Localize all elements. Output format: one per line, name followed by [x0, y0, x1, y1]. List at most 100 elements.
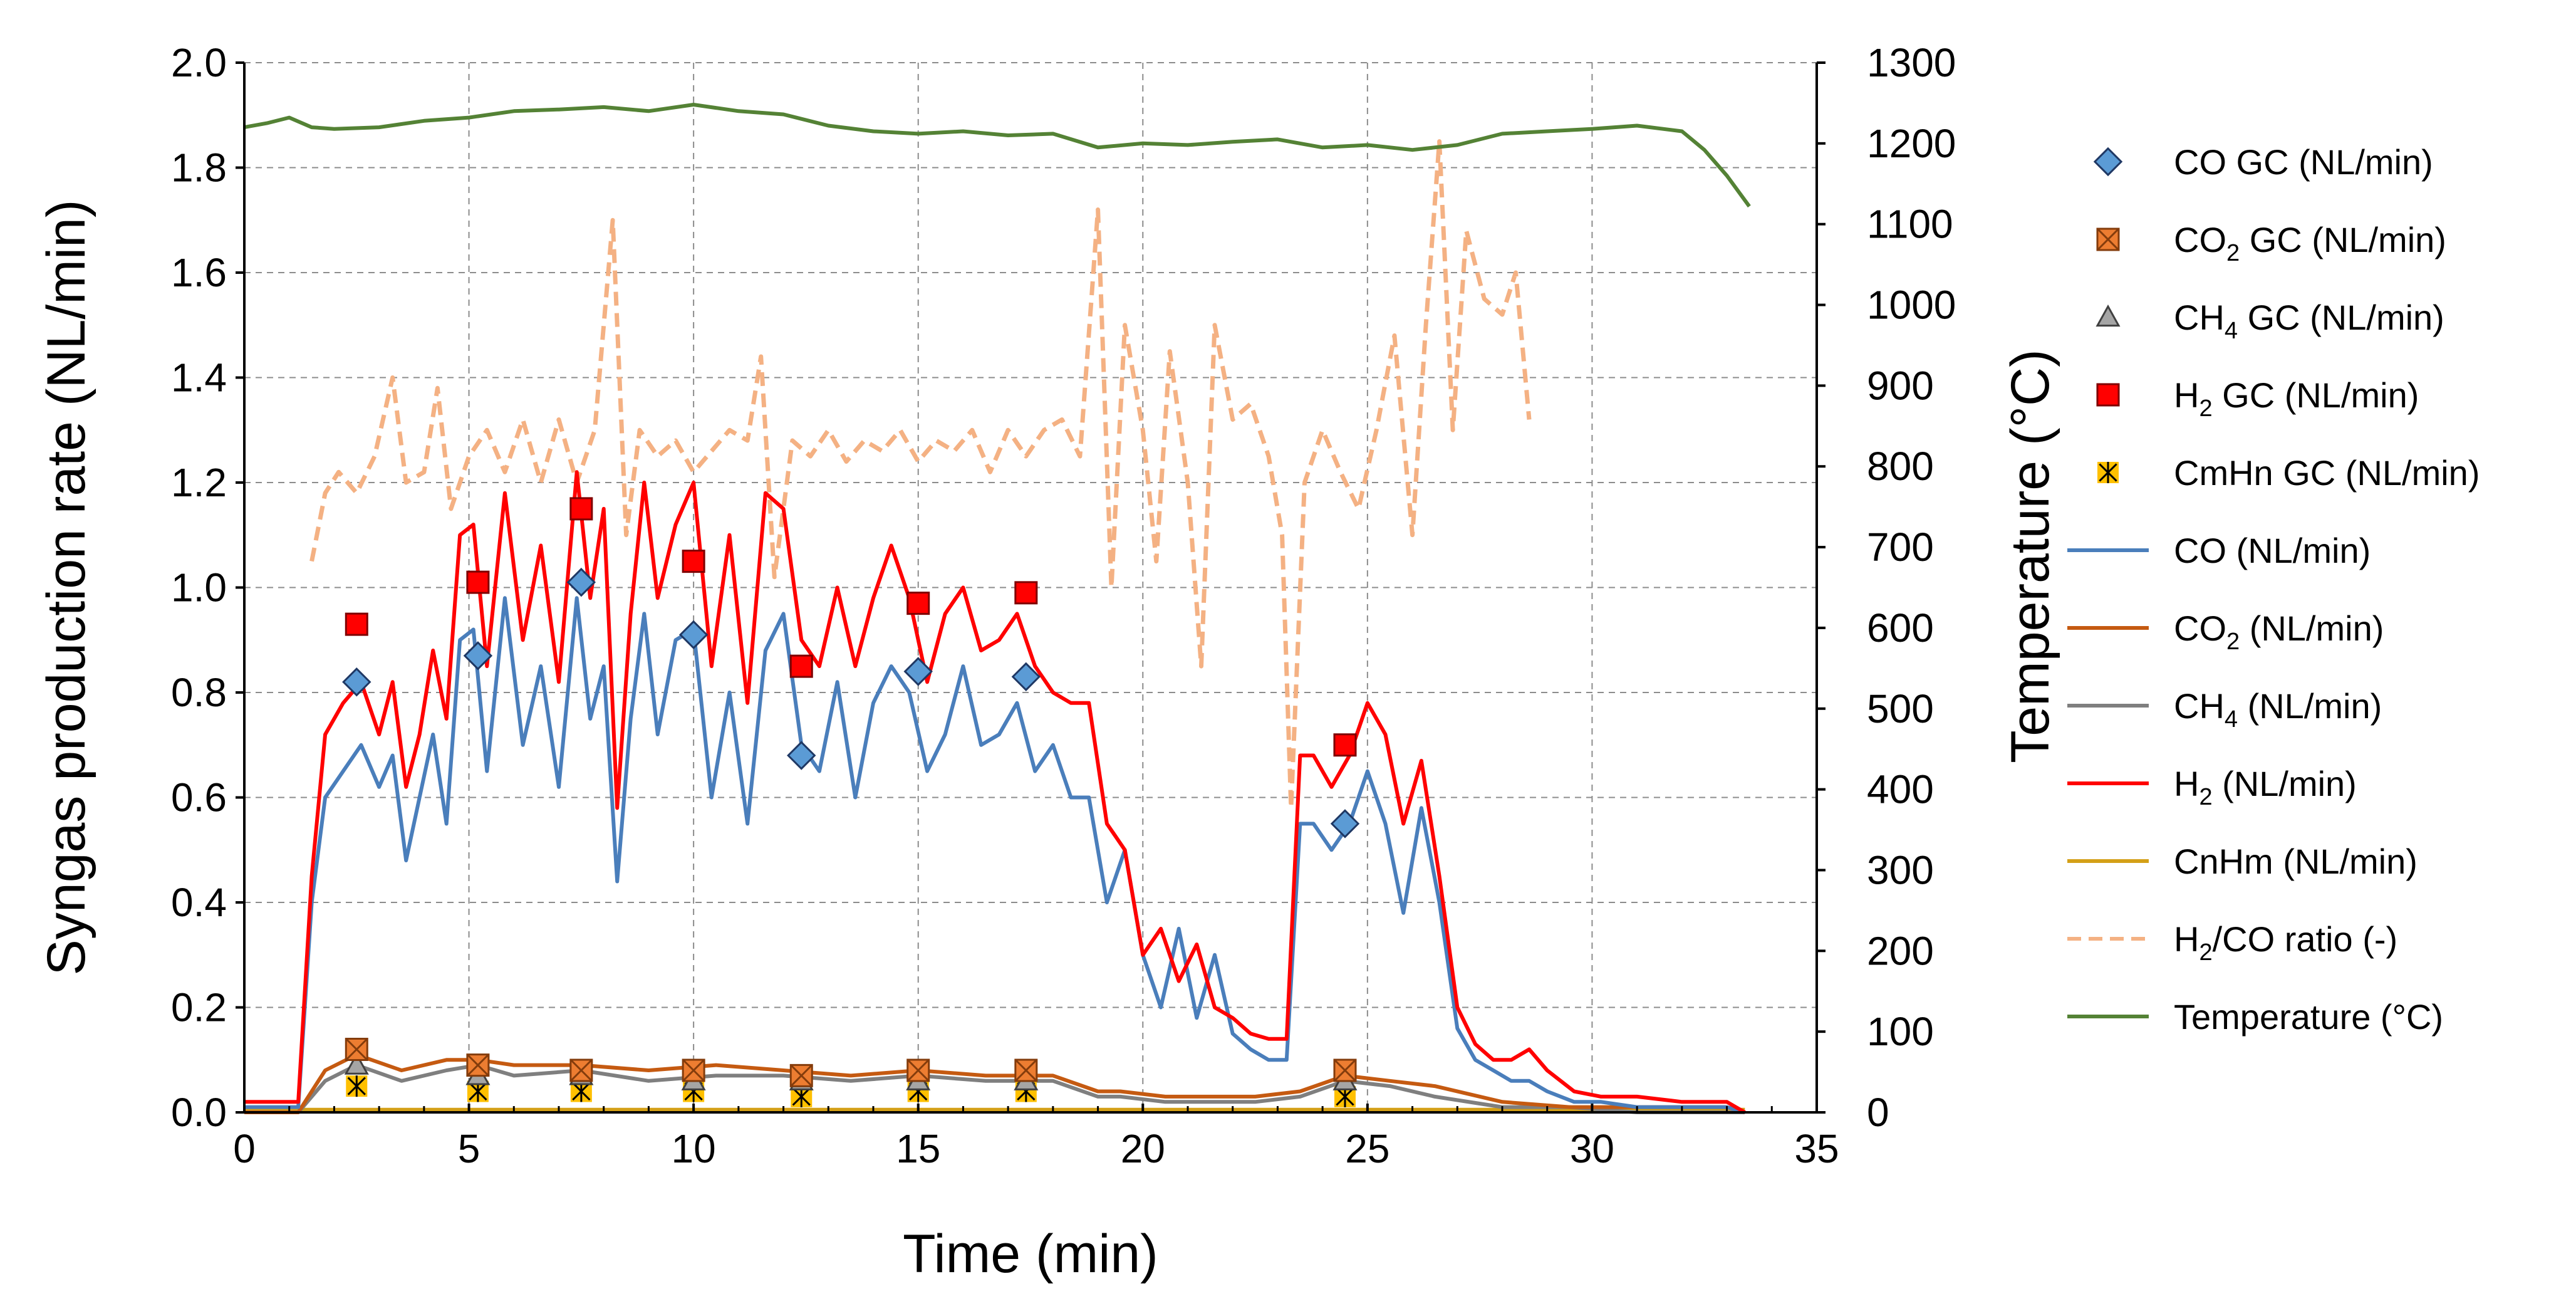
legend-label-suffix: (NL/min): [2213, 764, 2357, 803]
legend-label-suffix: GC (NL/min): [2213, 375, 2419, 415]
h2-gc-marker: [345, 612, 368, 636]
legend-label-suffix: (NL/min): [2238, 686, 2382, 726]
co-gc-marker: [1330, 809, 1360, 838]
legend-item-ch4: CH4 (NL/min): [2067, 686, 2382, 733]
legend-label: CmHn GC (NL/min): [2174, 453, 2480, 493]
axes: [236, 61, 1826, 1114]
legend-label-main: H: [2174, 764, 2199, 803]
co2-gc-cross: [790, 1064, 813, 1087]
legend-label-main: Temperature (°C): [2174, 997, 2443, 1037]
legend-label-main: H: [2174, 919, 2199, 959]
x-tick-label: 25: [1345, 1126, 1389, 1171]
legend-label: CH4 GC (NL/min): [2174, 298, 2444, 344]
legend-label-sub: 2: [2226, 629, 2240, 655]
legend-label: H2/CO ratio (-): [2174, 919, 2397, 966]
legend-label-main: CnHm (NL/min): [2174, 842, 2418, 881]
co-gc-marker: [342, 667, 371, 697]
co-gc-marker: [566, 567, 596, 597]
series-lines: [244, 103, 1751, 1114]
series-markers: [342, 497, 1360, 1107]
legend-item-ch4-gc: CH4 GC (NL/min): [2096, 298, 2444, 344]
y-tick-label: 0.4: [171, 880, 227, 925]
legend-label-suffix: /CO ratio (-): [2213, 919, 2398, 959]
legend-item-h2: H2 (NL/min): [2067, 764, 2357, 810]
legend-label-main: CmHn GC (NL/min): [2174, 453, 2480, 493]
h2-gc-marker: [569, 497, 593, 521]
legend-item-h2-gc: H2 GC (NL/min): [2096, 375, 2419, 422]
legend-label-suffix: (NL/min): [2240, 609, 2384, 648]
legend-label-suffix: GC (NL/min): [2240, 220, 2446, 259]
co2-gc-cross: [569, 1058, 593, 1082]
co-gc-marker: [787, 741, 816, 770]
y2-tick-label: 0: [1867, 1090, 1889, 1135]
legend-item-temp: Temperature (°C): [2067, 997, 2443, 1037]
legend-label: H2 GC (NL/min): [2174, 375, 2419, 422]
co2-gc-cross: [906, 1058, 930, 1082]
h2-gc-marker: [466, 570, 490, 594]
y-tick-label: 1.4: [171, 355, 227, 400]
y2-tick-label: 800: [1867, 444, 1934, 489]
y2-tick-label: 1000: [1867, 283, 1956, 328]
co2-gc-legend-symbol: [2096, 227, 2120, 251]
y2-tick-label: 500: [1867, 686, 1934, 731]
y2-tick-label: 600: [1867, 605, 1934, 650]
x-tick-label: 30: [1570, 1126, 1614, 1171]
y2-tick-label: 200: [1867, 928, 1934, 973]
co2-gc-marker: [789, 1063, 813, 1087]
h2-gc-marker: [789, 654, 813, 678]
legend-label: CnHm (NL/min): [2174, 842, 2418, 881]
legend-item-ratio: H2/CO ratio (-): [2067, 919, 2397, 966]
cmhn-gc-legend-symbol: [2097, 462, 2119, 483]
x-tick-label: 5: [458, 1126, 480, 1171]
x-tick-label: 0: [233, 1126, 256, 1171]
y2-tick-label: 300: [1867, 847, 1934, 892]
y-tick-label: 1.0: [171, 565, 227, 610]
legend-label-main: H: [2174, 375, 2199, 415]
co2-gc-cross: [1333, 1058, 1357, 1082]
h2-gc-marker: [906, 592, 930, 615]
legend-label-sub: 2: [2226, 240, 2240, 266]
y-tick-label: 0.0: [171, 1090, 227, 1135]
legend-label: CO2 (NL/min): [2174, 609, 2384, 655]
y2-tick-label: 1100: [1867, 202, 1953, 247]
legend-label: CO2 GC (NL/min): [2174, 220, 2446, 266]
x-tick-label: 10: [672, 1126, 716, 1171]
legend-item-co2-gc: CO2 GC (NL/min): [2096, 220, 2446, 266]
h2-gc-marker: [1014, 581, 1038, 605]
y2-tick-label: 900: [1867, 363, 1934, 408]
temp-line: [244, 103, 1751, 208]
legend-label: CH4 (NL/min): [2174, 686, 2382, 733]
legend-label-main: CH: [2174, 298, 2225, 337]
ratio-line: [309, 139, 1532, 810]
legend-label-main: CO GC (NL/min): [2174, 142, 2433, 182]
co2-gc-marker: [906, 1058, 930, 1082]
co-gc-marker: [1011, 662, 1041, 692]
y-axis-left-label: Syngas production rate (NL/min): [36, 199, 96, 975]
co2-gc-cross: [2096, 227, 2120, 251]
legend-label-main: CO: [2174, 609, 2226, 648]
co2-gc-cross: [682, 1058, 705, 1082]
legend-item-cnhm: CnHm (NL/min): [2067, 842, 2418, 881]
co-gc-marker: [463, 641, 493, 671]
x-tick-label: 35: [1794, 1126, 1839, 1171]
legend-item-co: CO (NL/min): [2067, 531, 2371, 570]
y2-tick-label: 100: [1867, 1009, 1934, 1054]
co2-gc-cross: [345, 1038, 368, 1061]
co2-gc-marker: [466, 1053, 490, 1077]
co-gc-marker: [903, 657, 933, 686]
legend-item-co-gc: CO GC (NL/min): [2093, 142, 2433, 182]
cmhn-gc-marker: [346, 1075, 368, 1097]
y-tick-label: 0.6: [171, 775, 227, 820]
co-gc-marker: [678, 620, 709, 650]
y-tick-label: 2.0: [171, 40, 227, 85]
co-line: [244, 596, 1746, 1114]
x-tick-label: 20: [1121, 1126, 1165, 1171]
legend-item-co2: CO2 (NL/min): [2067, 609, 2384, 655]
y2-tick-label: 1200: [1867, 121, 1956, 166]
tick-labels: 0 5 10 15 20 25 30 35 0.0 0.2 0.4 0.6 0.8 1.0 1.2 1.4 1.…: [171, 40, 1956, 1171]
y2-tick-label: 400: [1867, 767, 1934, 812]
y2-tick-label: 700: [1867, 525, 1934, 570]
legend-label-suffix: GC (NL/min): [2238, 298, 2444, 337]
legend-label-sub: 2: [2199, 395, 2212, 422]
